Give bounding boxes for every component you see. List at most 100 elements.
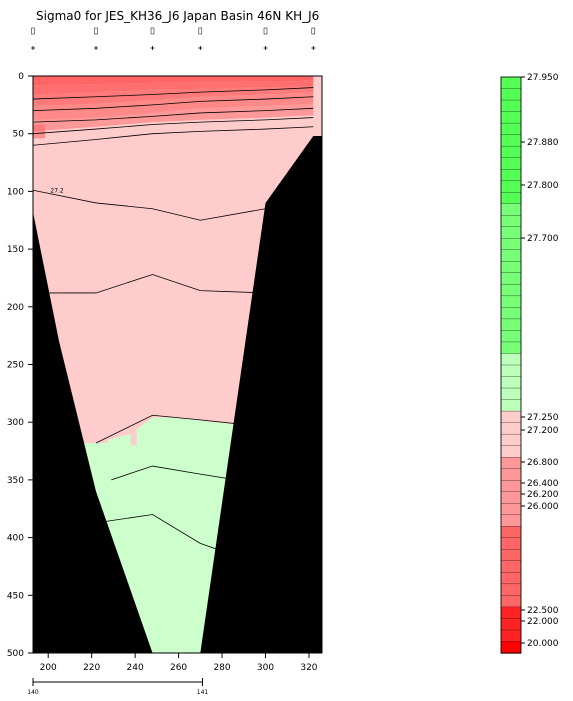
mixed-cell [130, 427, 137, 446]
colorbar-cell [500, 261, 522, 274]
station-id-glyph [263, 27, 268, 35]
surface-cell [33, 124, 45, 139]
colorbar-cell [500, 560, 522, 574]
surface-band [33, 80, 314, 95]
colorbar-label: 27.700 [527, 234, 559, 244]
y-tick-label: 100 [7, 187, 24, 197]
colorbar-cell [500, 433, 522, 447]
colorbar-cell [500, 595, 522, 608]
y-tick-label: 500 [7, 649, 24, 659]
colorbar-cell [500, 169, 522, 182]
colorbar-cell [500, 192, 522, 205]
colorbar-cell [500, 606, 522, 620]
station-id-glyph [150, 27, 155, 35]
surface-band [33, 103, 314, 132]
colorbar-cell [500, 272, 522, 286]
mixed-cell [96, 436, 109, 443]
colorbar-cell [500, 422, 522, 435]
colorbar-cell [500, 145, 522, 159]
station-id-glyph [311, 27, 316, 35]
colorbar-cell [500, 226, 522, 239]
y-tick-label: 150 [7, 245, 24, 255]
colorbar-label: 22.500 [527, 606, 559, 616]
station-marker [31, 46, 35, 50]
colorbar-cell [500, 641, 522, 654]
colorbar-cell [500, 491, 522, 504]
colorbar-cell [500, 88, 522, 101]
y-tick-label: 400 [7, 534, 24, 544]
colorbar-cell [500, 468, 522, 481]
colorbar-cell [500, 203, 522, 216]
station-id-glyph [94, 27, 98, 35]
station-marker [150, 46, 155, 50]
y-tick-label: 200 [7, 303, 24, 313]
land-west [33, 212, 153, 653]
colorbar-label: 26.000 [527, 502, 559, 512]
colorbar-cell [500, 549, 522, 562]
contour-line [33, 96, 314, 112]
station-markers [31, 27, 316, 50]
colorbar-cell [500, 583, 522, 597]
station-marker [263, 46, 268, 50]
x-tick-label: 220 [83, 663, 100, 673]
y-tick-label: 250 [7, 361, 24, 371]
colorbar-cell [500, 503, 522, 516]
contour-line [33, 117, 314, 135]
colorbar-label: 26.400 [527, 479, 559, 489]
colorbar-cell [500, 353, 522, 366]
contour-label: 27.2 [50, 188, 64, 195]
y-tick-label: 50 [13, 130, 25, 140]
colorbar-cell [500, 376, 522, 389]
colorbar-cell [500, 215, 522, 228]
colorbar-label: 27.200 [527, 426, 559, 436]
station-id-glyph [198, 27, 203, 35]
colorbar-cell [500, 537, 522, 550]
secondary-x-axis: 140 141 [27, 678, 208, 696]
x-tick-label: 280 [213, 663, 230, 673]
surface-band [33, 92, 314, 120]
colorbar-label: 27.950 [527, 73, 559, 83]
x-tick-label: 320 [300, 663, 317, 673]
colorbar-label: 20.000 [527, 639, 559, 649]
x-axis: 200 220 240 260 280 300 320 [40, 653, 318, 673]
surface-band [33, 76, 314, 86]
y-tick-label: 0 [18, 72, 24, 82]
x-tick-label: 260 [170, 663, 187, 673]
x-tick-label: 200 [40, 663, 57, 673]
station-marker [94, 46, 99, 50]
contour-line [33, 107, 314, 123]
colorbar-cell [500, 284, 522, 297]
colorbar-cell [500, 629, 522, 643]
secondary-tick-label: 141 [197, 689, 209, 696]
colorbar-cell [500, 457, 522, 470]
colorbar-cell [500, 99, 522, 113]
colorbar-cell [500, 295, 522, 309]
colorbar-frame [500, 76, 522, 654]
y-tick-label: 350 [7, 476, 24, 486]
colorbar-cell [500, 76, 522, 90]
y-axis: 0 50 100 150 200 250 300 350 400 450 500 [7, 72, 33, 659]
colorbar-cell [500, 318, 522, 332]
contour-line [33, 87, 314, 100]
plot-content: 27.2 [33, 76, 322, 653]
colorbar-cell [500, 480, 522, 493]
colorbar-cell [500, 410, 522, 424]
colorbar-cell [500, 526, 522, 539]
colorbar-cell [500, 341, 522, 355]
colorbar-cell [500, 111, 522, 124]
x-tick-label: 240 [127, 663, 144, 673]
colorbar-cell [500, 238, 522, 251]
colorbar-label: 22.000 [527, 617, 559, 627]
colorbar-cell [500, 134, 522, 147]
colorbar-cell [500, 330, 522, 343]
surface-band [33, 86, 314, 107]
colorbar-cell [500, 572, 522, 585]
colorbar-cell [500, 157, 522, 170]
colorbar-cell [500, 364, 522, 378]
station-id-glyph [31, 27, 35, 35]
secondary-tick-label: 140 [27, 689, 39, 696]
colorbar-label: 26.200 [527, 490, 559, 500]
colorbar-cell [500, 387, 522, 401]
colorbar-cell [500, 122, 522, 136]
